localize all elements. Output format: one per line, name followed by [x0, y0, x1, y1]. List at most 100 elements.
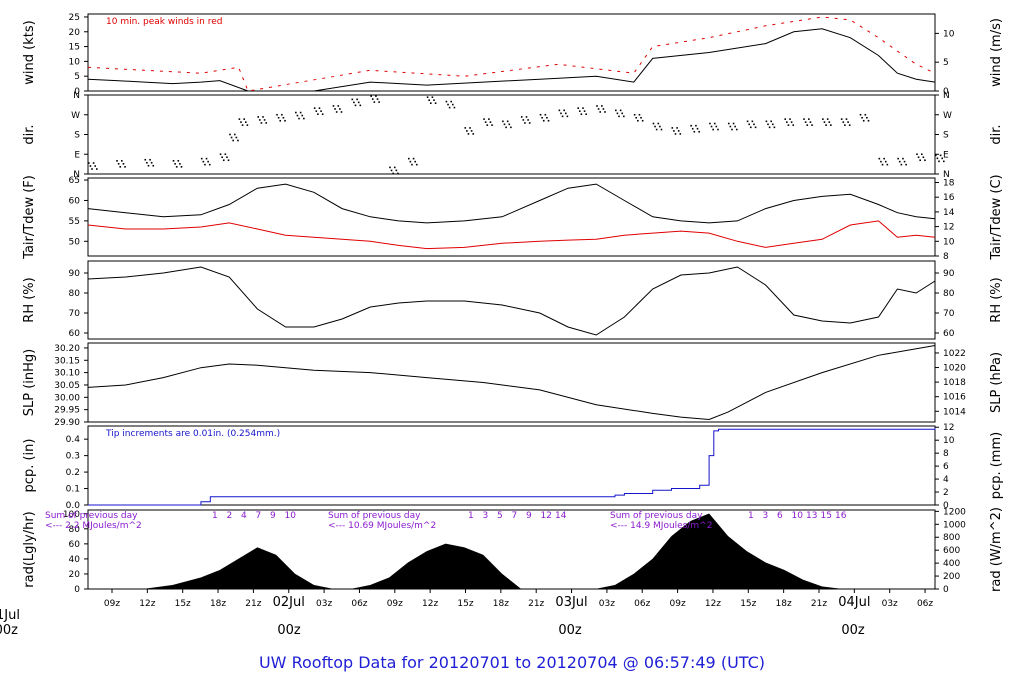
- wind-direction-point: [830, 124, 832, 126]
- wind-direction-point: [340, 111, 343, 113]
- wind-direction-point: [241, 124, 244, 126]
- wind-direction-point: [371, 98, 374, 100]
- panel-frame: [87, 342, 936, 423]
- wind-direction-point: [792, 124, 795, 126]
- wind-direction-point: [119, 166, 122, 168]
- ylabel-left: RH (%): [22, 277, 37, 322]
- day-note: <--- 10.69 MJoules/m^2: [328, 521, 436, 531]
- wind-direction-point: [602, 108, 605, 110]
- panel-dir: dir. dir.N NE ES SW WN N: [22, 91, 1004, 180]
- footer-title: UW Rooftop Data for 20120701 to 20120704…: [259, 653, 765, 672]
- wind-direction-point: [731, 128, 733, 131]
- wind-direction-point: [638, 113, 641, 116]
- wind-direction-point: [676, 127, 678, 129]
- wind-direction-point: [585, 113, 587, 115]
- series-line-wind: [87, 28, 936, 92]
- wind-direction-point: [284, 119, 286, 122]
- wind-direction-point: [897, 157, 899, 160]
- hour-mark: 13: [806, 511, 817, 521]
- tick-label: 1020: [943, 364, 966, 374]
- x-axis: 09z 12z 15z 18z 21z 02Jul 03z 06z 09z 12z 15z 18z 21…: [0, 589, 933, 638]
- wind-direction-point: [522, 119, 525, 121]
- tick-label: N: [73, 170, 80, 180]
- x-tick-label: 09z: [104, 599, 120, 609]
- wind-direction-point: [351, 98, 354, 101]
- wind-direction-point: [407, 157, 410, 160]
- tick-label: 70: [69, 309, 81, 319]
- wind-direction-point: [318, 107, 321, 109]
- wind-direction-point: [229, 133, 231, 136]
- ylabel-right: pcp. (mm): [989, 432, 1004, 499]
- wind-direction-point: [395, 169, 398, 172]
- wind-direction-point: [152, 164, 155, 167]
- tick-label: 8: [943, 449, 949, 459]
- hour-mark: 3: [483, 511, 489, 521]
- wind-direction-point: [147, 164, 150, 167]
- wind-direction-point: [677, 130, 680, 132]
- tick-label: N: [943, 91, 950, 101]
- tick-label: 25: [69, 13, 80, 23]
- x-tick-label: 09z: [387, 599, 403, 609]
- wind-direction-point: [257, 116, 259, 118]
- series-line-alt-wind: [87, 16, 936, 92]
- hour-mark: 14: [555, 511, 567, 521]
- x-tick-label: 03z: [316, 599, 332, 609]
- wind-direction-point: [652, 122, 655, 125]
- tick-label: 40: [69, 555, 81, 565]
- tick-label: 30.10: [54, 369, 80, 379]
- wind-direction-point: [409, 160, 412, 163]
- tick-label: 29.90: [54, 418, 80, 428]
- wind-direction-point: [748, 123, 750, 126]
- tick-label: 0.4: [66, 435, 81, 445]
- hour-mark: 6: [777, 511, 783, 521]
- series-line-temp: [87, 183, 936, 224]
- hour-mark: 9: [526, 511, 532, 521]
- panel-annotation: 10 min. peak winds in red: [106, 17, 223, 27]
- wind-direction-point: [842, 121, 845, 123]
- wind-direction-point: [935, 154, 937, 157]
- wind-direction-point: [717, 128, 719, 131]
- wind-direction-point: [243, 118, 245, 120]
- wind-direction-point: [520, 116, 523, 118]
- wind-direction-point: [414, 160, 416, 163]
- wind-direction-point: [564, 112, 567, 115]
- tick-label: 15: [69, 43, 80, 53]
- wind-direction-point: [679, 133, 682, 135]
- wind-direction-point: [847, 121, 849, 123]
- wind-direction-point: [296, 114, 299, 117]
- hour-mark: 10: [285, 511, 297, 521]
- wind-direction-point: [786, 121, 788, 123]
- x-tick-label: 12z: [705, 599, 721, 609]
- ylabel-left: rad(Lgly/hr): [22, 511, 37, 587]
- wind-direction-point: [489, 121, 492, 123]
- x-tick-label: 06z: [634, 599, 650, 609]
- wind-direction-point: [488, 118, 490, 120]
- wind-direction-point: [146, 161, 148, 164]
- wind-direction-point: [563, 109, 565, 112]
- wind-direction-point: [840, 118, 843, 120]
- wind-direction-point: [884, 160, 887, 163]
- wind-direction-point: [578, 110, 581, 112]
- tick-label: 30.15: [54, 356, 80, 366]
- wind-direction-point: [753, 123, 755, 126]
- wind-direction-point: [450, 100, 453, 103]
- wind-direction-point: [259, 119, 261, 121]
- day-note: Sum of previous day: [328, 511, 421, 521]
- wind-direction-point: [375, 95, 377, 97]
- wind-direction-point: [583, 110, 586, 112]
- wind-direction-point: [939, 154, 942, 157]
- wind-direction-point: [619, 109, 622, 112]
- wind-direction-point: [486, 124, 489, 126]
- x-day-time: 00z: [277, 623, 301, 638]
- hour-mark: 15: [821, 511, 832, 521]
- wind-direction-point: [916, 153, 918, 156]
- wind-direction-point: [616, 112, 619, 115]
- x-tick-label: 09z: [670, 599, 686, 609]
- tick-label: 0.2: [66, 468, 80, 478]
- tick-label: N: [73, 91, 80, 101]
- wind-direction-point: [426, 96, 429, 98]
- tick-label: 80: [69, 525, 81, 535]
- wind-direction-point: [922, 156, 925, 159]
- x-tick-label: 12z: [422, 599, 438, 609]
- tick-label: 30.05: [54, 381, 80, 391]
